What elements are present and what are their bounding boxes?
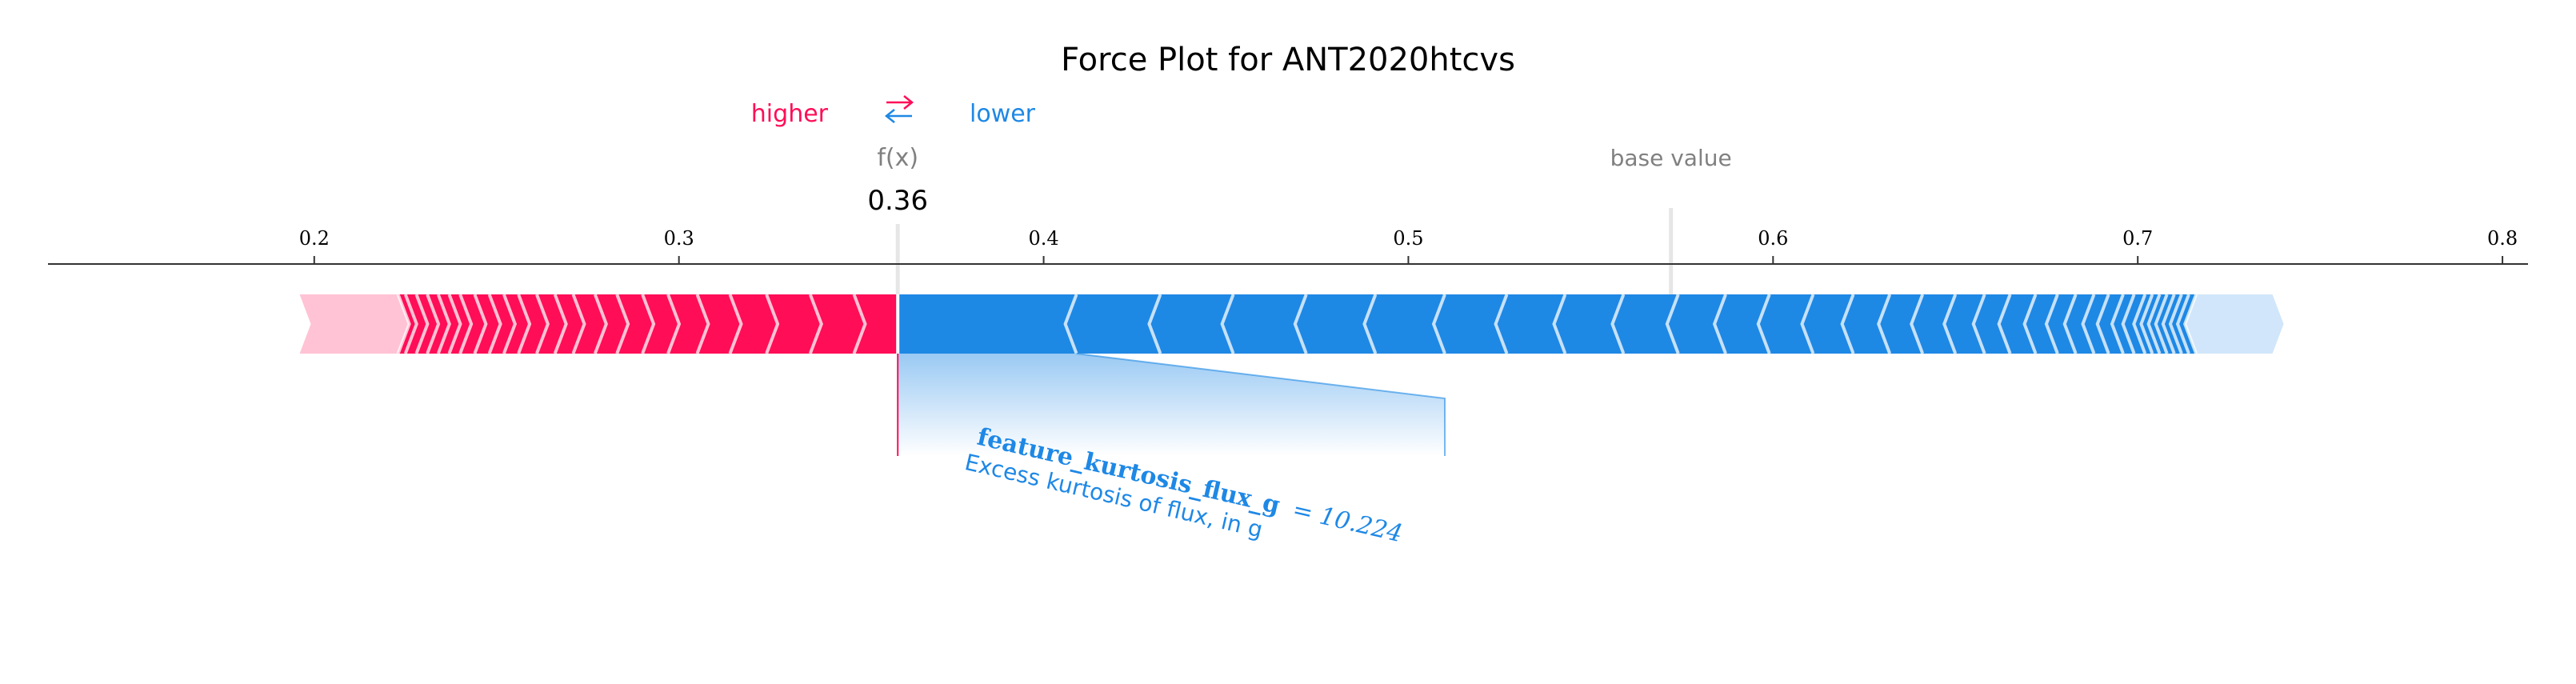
negative-bar bbox=[898, 294, 2197, 354]
positive-segment-divider bbox=[571, 294, 586, 354]
positive-segment-divider bbox=[426, 294, 441, 354]
positive-segment-divider bbox=[414, 294, 430, 354]
negative-segment-divider bbox=[2139, 294, 2154, 354]
feature-highlight-outline bbox=[1076, 353, 1446, 456]
positive-segment-divider bbox=[403, 294, 418, 354]
positive-segment-divider bbox=[473, 294, 488, 354]
positive-segment-divider bbox=[593, 294, 608, 354]
negative-segment-divider bbox=[2146, 294, 2162, 354]
positive-segment-divider bbox=[728, 294, 743, 354]
negative-segment-divider bbox=[2081, 294, 2096, 354]
negative-segment-divider bbox=[1147, 294, 1162, 354]
negative-segment-divider bbox=[1942, 294, 1958, 354]
x-tick-label: 0.3 bbox=[664, 227, 694, 250]
x-tick-label: 0.2 bbox=[299, 227, 330, 250]
negative-segment-divider bbox=[1971, 294, 1986, 354]
negative-segment-divider bbox=[2095, 294, 2110, 354]
negative-segment-divider bbox=[2062, 294, 2078, 354]
legend-higher-label: higher bbox=[751, 100, 829, 128]
positive-segment-divider bbox=[808, 294, 823, 354]
negative-segment-divider bbox=[1910, 294, 1925, 354]
x-tick-label: 0.7 bbox=[2122, 227, 2153, 250]
x-tick-label: 0.6 bbox=[1758, 227, 1788, 250]
force-bars bbox=[299, 294, 2284, 354]
negative-segment-divider bbox=[1552, 294, 1567, 354]
negative-segment-divider bbox=[2110, 294, 2125, 354]
negative-segment-divider bbox=[1293, 294, 1308, 354]
negative-segment-divider bbox=[1610, 294, 1626, 354]
x-axis-ticks: 0.2 0.3 0.4 0.5 0.6 0.7 0.8 bbox=[299, 227, 2518, 264]
negative-segment-divider bbox=[2175, 294, 2190, 354]
negative-segment-divider bbox=[1712, 294, 1727, 354]
negative-segment-divider bbox=[1431, 294, 1446, 354]
negative-segment-divider bbox=[2044, 294, 2059, 354]
negative-segment-divider bbox=[1877, 294, 1892, 354]
negative-segment-divider bbox=[2154, 294, 2169, 354]
fx-label: f(x) bbox=[877, 144, 918, 172]
positive-segment-divider bbox=[396, 294, 411, 354]
negative-segment-divider bbox=[2132, 294, 2147, 354]
negative-segment-divider bbox=[1063, 294, 1078, 354]
negative-segment-divider bbox=[1756, 294, 1771, 354]
chart-title: Force Plot for ANT2020htcvs bbox=[1061, 42, 1515, 78]
feature-highlight-shade bbox=[898, 354, 1446, 456]
legend-arrows-icon bbox=[884, 95, 914, 123]
positive-segment-divider bbox=[502, 294, 517, 354]
positive-segment-divider bbox=[852, 294, 867, 354]
negative-segment-divider bbox=[2121, 294, 2136, 354]
feature-value: = 10.224 bbox=[1290, 496, 1405, 549]
positive-segment-divider bbox=[666, 294, 682, 354]
negative-segment-divider bbox=[1800, 294, 1815, 354]
positive-segment-divider bbox=[517, 294, 532, 354]
positive-segment-divider bbox=[695, 294, 710, 354]
negative-segment-divider bbox=[1362, 294, 1378, 354]
negative-segment-divider bbox=[2161, 294, 2176, 354]
fx-value: 0.36 bbox=[867, 185, 928, 217]
x-tick-label: 0.4 bbox=[1028, 227, 1058, 250]
legend-lower-label: lower bbox=[970, 100, 1036, 128]
negative-segment-divider bbox=[1665, 294, 1680, 354]
negative-segment-divider bbox=[2183, 294, 2198, 354]
positive-segment-divider bbox=[436, 294, 451, 354]
negative-segment-divider bbox=[1494, 294, 1509, 354]
feature-annotation: feature_kurtosis_flux_g = 10.224 Excess … bbox=[897, 353, 1446, 549]
positive-segment-divider bbox=[487, 294, 502, 354]
positive-segment-divider bbox=[615, 294, 630, 354]
positive-segment-divider bbox=[765, 294, 780, 354]
negative-segment-divider bbox=[2022, 294, 2038, 354]
x-tick-label: 0.8 bbox=[2487, 227, 2518, 250]
positive-segment-divider bbox=[535, 294, 550, 354]
negative-segment-divider bbox=[1840, 294, 1855, 354]
positive-segment-divider bbox=[641, 294, 656, 354]
negative-segment-divider bbox=[1220, 294, 1235, 354]
x-tick-label: 0.5 bbox=[1393, 227, 1423, 250]
negative-segment-divider bbox=[2168, 294, 2183, 354]
positive-segment-divider bbox=[458, 294, 474, 354]
positive-segment-divider bbox=[447, 294, 462, 354]
base-value-label: base value bbox=[1610, 145, 1732, 171]
negative-segment-divider bbox=[1997, 294, 2012, 354]
positive-segment-divider bbox=[553, 294, 568, 354]
